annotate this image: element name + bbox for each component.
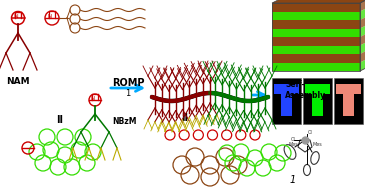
Text: Cl: Cl bbox=[291, 137, 295, 142]
Bar bbox=[272, 37, 360, 46]
Text: 1: 1 bbox=[290, 175, 296, 185]
Text: NBzM: NBzM bbox=[112, 118, 137, 126]
Text: Mes: Mes bbox=[288, 142, 298, 146]
Text: II: II bbox=[181, 113, 188, 123]
Bar bbox=[336, 84, 361, 94]
Bar bbox=[272, 3, 360, 71]
Text: 1: 1 bbox=[125, 88, 131, 98]
Bar bbox=[334, 78, 363, 124]
Bar bbox=[272, 29, 360, 37]
Bar bbox=[305, 84, 330, 94]
Polygon shape bbox=[360, 57, 365, 71]
Text: II: II bbox=[57, 115, 64, 125]
Text: Cl: Cl bbox=[308, 130, 313, 136]
Polygon shape bbox=[360, 48, 365, 63]
Bar bbox=[272, 46, 360, 54]
Polygon shape bbox=[360, 22, 365, 37]
Bar bbox=[312, 94, 323, 116]
Bar bbox=[272, 78, 301, 124]
Bar bbox=[274, 84, 299, 94]
Polygon shape bbox=[360, 0, 365, 12]
Text: ROMP: ROMP bbox=[112, 78, 144, 88]
Bar bbox=[272, 3, 360, 12]
Polygon shape bbox=[272, 0, 365, 3]
Bar bbox=[343, 94, 354, 116]
Bar bbox=[272, 63, 360, 71]
Bar bbox=[303, 78, 332, 124]
Polygon shape bbox=[360, 31, 365, 46]
Text: NAM: NAM bbox=[6, 77, 30, 87]
Text: N: N bbox=[48, 15, 52, 19]
Text: Mes: Mes bbox=[312, 142, 322, 146]
Bar bbox=[272, 20, 360, 29]
Bar bbox=[281, 94, 292, 116]
Text: N: N bbox=[91, 97, 95, 101]
Bar bbox=[272, 12, 360, 20]
Polygon shape bbox=[360, 40, 365, 54]
Polygon shape bbox=[360, 14, 365, 29]
Text: N: N bbox=[14, 15, 18, 19]
Text: Self-
Assembly: Self- Assembly bbox=[285, 80, 326, 100]
Polygon shape bbox=[360, 5, 365, 20]
Bar bbox=[272, 54, 360, 63]
